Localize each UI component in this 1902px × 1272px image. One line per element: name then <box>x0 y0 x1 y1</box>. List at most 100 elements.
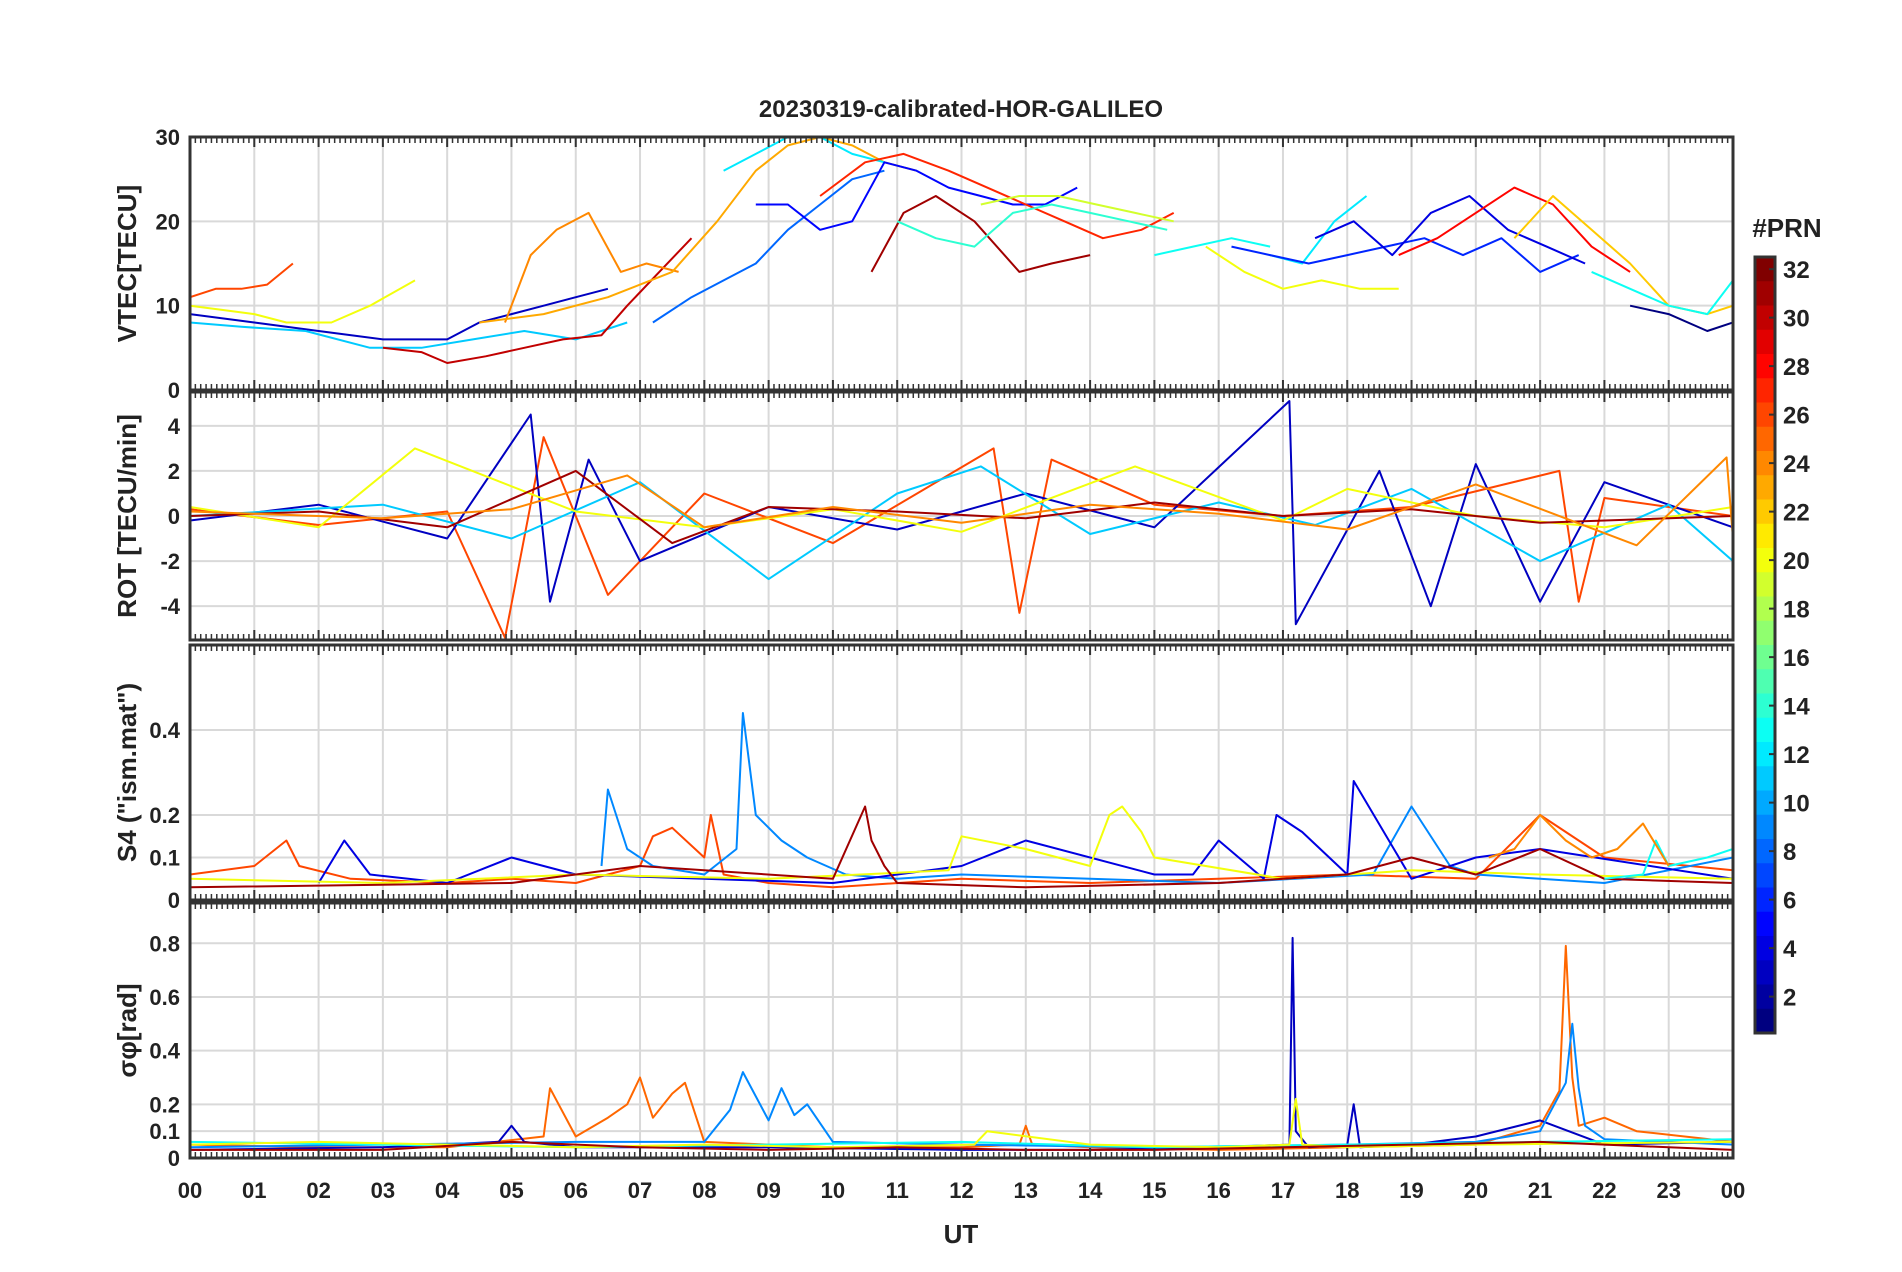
colorbar-tick-label: 20 <box>1783 548 1810 575</box>
colorbar-swatch <box>1755 717 1775 743</box>
x-tick-label: 14 <box>1078 1178 1103 1203</box>
colorbar-frame <box>1753 255 1777 1035</box>
y-tick-label: -2 <box>160 549 180 574</box>
x-tick-label: 02 <box>306 1178 330 1203</box>
x-tick-label: 10 <box>821 1178 845 1203</box>
y-tick-label: 0.8 <box>149 931 180 956</box>
series-line-prn-20 <box>190 279 416 324</box>
x-tick-label: 22 <box>1592 1178 1616 1203</box>
series-line-prn-13 <box>1154 237 1271 257</box>
panel-s4-ylabel: S4 ("ism.mat") <box>112 683 142 862</box>
x-tick-label: 03 <box>371 1178 395 1203</box>
series-line-prn-8 <box>652 169 885 324</box>
x-tick-label: 20 <box>1464 1178 1488 1203</box>
x-tick-label: 11 <box>886 1178 909 1203</box>
colorbar-tick-label: 12 <box>1783 742 1810 769</box>
panel-sigma: 00.10.2 0.4 0.6 0.8 σφ[rad] <box>112 901 1735 1171</box>
x-tick-label: 15 <box>1142 1178 1166 1203</box>
panel-rot-series <box>190 400 1733 639</box>
y-tick-label: 4 <box>168 414 181 439</box>
y-tick-label: 0.2 <box>149 803 180 828</box>
panel-rot-ylabel: ROT [TECU/min] <box>112 414 142 618</box>
colorbar-swatch <box>1755 790 1775 816</box>
x-axis-label: UT <box>944 1219 979 1249</box>
series-line-prn-11 <box>190 465 1733 581</box>
y-tick-label: 0 <box>168 1146 180 1171</box>
panel-rot-frame <box>188 390 1735 642</box>
colorbar-tick-label: 6 <box>1783 888 1796 915</box>
colorbar-swatch <box>1755 426 1775 452</box>
colorbar-swatch <box>1755 936 1775 961</box>
series-line-prn-3 <box>190 936 1733 1151</box>
colorbar-swatch <box>1755 839 1775 864</box>
series-line-prn-3 <box>190 287 609 341</box>
colorbar-swatch <box>1755 378 1775 404</box>
y-tick-label: 30 <box>156 125 180 150</box>
panel-rot: -4 -2 0 2 4 ROT [TECU/min] <box>112 390 1735 642</box>
series-line-prn-13b <box>1591 270 1733 316</box>
colorbar-swatch <box>1755 620 1775 646</box>
panel-vtec-ylabel: VTEC[TECU] <box>112 185 142 342</box>
panel-vtec: 0 10 20 30 VTEC[TECU] <box>112 125 1735 403</box>
colorbar-swatch <box>1755 766 1775 792</box>
series-line-prn-13 <box>1604 839 1733 880</box>
x-tick-label: 00 <box>178 1178 202 1203</box>
panel-vtec-frame <box>188 135 1735 392</box>
panel-s4-series <box>190 712 1733 889</box>
x-tick-label: 08 <box>692 1178 716 1203</box>
series-line-prn-27 <box>819 152 1175 240</box>
colorbar-swatch <box>1755 305 1775 331</box>
series-line-prn-26 <box>190 262 294 299</box>
y-tick-label: 0.1 <box>149 1119 180 1144</box>
series-line-prn-25 <box>190 944 1733 1151</box>
colorbar-swatch <box>1755 669 1775 695</box>
colorbar-swatch <box>1755 257 1775 282</box>
colorbar-tick-label: 4 <box>1783 936 1797 963</box>
y-tick-label: 2 <box>168 459 180 484</box>
colorbar-swatch <box>1755 984 1775 1010</box>
colorbar-swatch <box>1755 596 1775 622</box>
x-tick-label: 17 <box>1271 1178 1295 1203</box>
series-line-prn-23 <box>479 137 917 324</box>
x-tick-label: 09 <box>756 1178 780 1203</box>
series-line-prn-19 <box>980 195 1174 223</box>
series-line-prn-24 <box>190 456 1733 547</box>
x-tick-label: 23 <box>1656 1178 1680 1203</box>
colorbar-swatch <box>1755 742 1775 767</box>
y-tick-label: 0.2 <box>149 1092 180 1117</box>
series-line-prn-31 <box>190 805 1733 889</box>
series-line-prn-14 <box>896 203 1168 248</box>
y-tick-label: 0 <box>168 888 180 913</box>
colorbar-tick-label: 16 <box>1783 645 1810 672</box>
colorbar-swatch <box>1755 475 1775 501</box>
x-tick-label: 05 <box>499 1178 523 1203</box>
series-line-prn-24 <box>504 211 679 323</box>
colorbar-swatch <box>1755 354 1775 379</box>
y-tick-label: 0.6 <box>149 985 180 1010</box>
colorbar-swatch <box>1755 863 1775 889</box>
colorbar-swatch <box>1755 329 1775 355</box>
colorbar-swatch <box>1755 960 1775 986</box>
colorbar-tick-label: 24 <box>1783 451 1810 478</box>
x-tick-label: 06 <box>564 1178 588 1203</box>
series-line-prn-12 <box>723 137 885 172</box>
series-line-prn-1 <box>1629 304 1733 332</box>
colorbar-tick-label: 26 <box>1783 403 1810 430</box>
series-line-prn-4 <box>317 780 1733 884</box>
x-axis: 00 01 02 03 04 05 06 07 08 09 10 11 12 13 14 15 16 17 18 19… <box>178 1178 1745 1203</box>
series-line-prn-20b <box>1205 245 1399 290</box>
y-tick-label: 0 <box>168 504 180 529</box>
colorbar-swatch <box>1755 523 1775 549</box>
series-line-prn-4 <box>1314 195 1586 265</box>
x-tick-label: 01 <box>242 1178 266 1203</box>
colorbar-swatch <box>1755 1008 1775 1034</box>
x-tick-label: 12 <box>949 1178 973 1203</box>
colorbar-swatch <box>1755 451 1775 476</box>
panel-vtec-series <box>190 137 1733 364</box>
colorbar-label: #PRN <box>1752 213 1821 243</box>
x-tick-label: 19 <box>1399 1178 1423 1203</box>
colorbar-swatch <box>1755 693 1775 719</box>
